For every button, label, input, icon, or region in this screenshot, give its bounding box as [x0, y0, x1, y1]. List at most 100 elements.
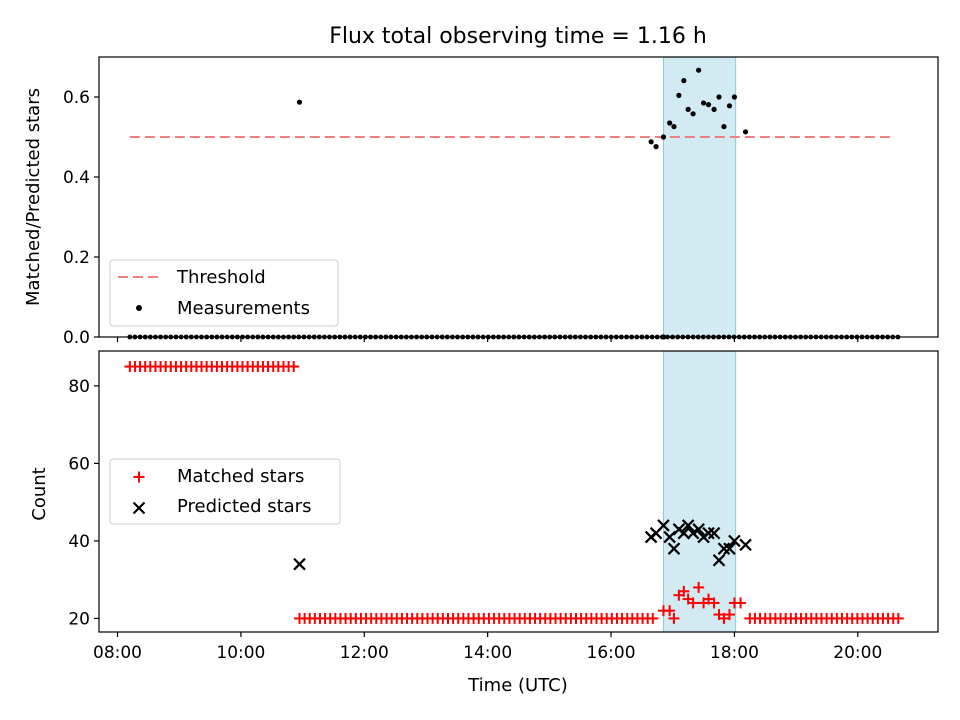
- chart-title: Flux total observing time = 1.16 h: [329, 24, 707, 49]
- matched-star-point: [708, 597, 720, 609]
- x-tick-label: 10:00: [216, 643, 265, 663]
- predicted-star-point: [667, 542, 681, 555]
- predicted-star-point: [692, 523, 705, 536]
- legend-measurements-swatch: [136, 305, 142, 311]
- top-y-tick-label: 0.2: [63, 248, 90, 268]
- x-tick-label: 20:00: [833, 643, 882, 663]
- predicted-marker-b: [707, 526, 721, 540]
- measurement-point: [721, 124, 727, 130]
- matched-star-point: [668, 612, 680, 624]
- top-y-tick-label: 0.0: [63, 328, 90, 348]
- top-plot-frame: [98, 56, 939, 338]
- legend-measurements-label: Measurements: [177, 298, 310, 319]
- measurement-point: [676, 92, 682, 98]
- predicted-star-point: [293, 557, 306, 571]
- predicted-marker-b: [681, 519, 695, 532]
- predicted-star-point: [707, 526, 721, 540]
- measurement-point: [685, 106, 691, 112]
- measurement-point: [731, 94, 738, 100]
- x-tick-label: 12:00: [340, 643, 389, 663]
- predicted-star-point: [723, 542, 736, 555]
- bottom-legend: Matched stars Predicted stars: [109, 458, 341, 525]
- legend-matched-label: Matched stars: [177, 466, 304, 487]
- bottom-legend-box: [109, 458, 341, 525]
- measurement-point: [742, 129, 749, 135]
- measurement-point: [705, 102, 712, 108]
- measurement-point: [681, 78, 687, 84]
- predicted-marker-b: [712, 554, 726, 567]
- matched-star-point: [288, 361, 300, 373]
- top-panel: 0.0 0.2 0.4 0.6 Matched/Predicted stars Thr…: [23, 56, 939, 348]
- matched-star-point: [892, 612, 904, 624]
- predicted-marker-b: [723, 542, 736, 555]
- matched-star-point: [718, 612, 730, 624]
- measurement-point: [711, 106, 717, 112]
- bottom-y-tick-label: 20: [68, 609, 90, 629]
- matched-star-point: [693, 581, 705, 593]
- top-highlight-span: [662, 56, 737, 338]
- legend-predicted-marker: [132, 501, 146, 515]
- legend-predicted-swatch: [132, 501, 146, 515]
- x-tick-label: 16:00: [587, 643, 636, 663]
- measurement-point: [296, 99, 303, 105]
- predicted-star-point: [739, 538, 752, 552]
- measurement-point: [716, 94, 722, 100]
- measurement-point: [671, 124, 677, 130]
- predicted-star-point: [728, 534, 741, 548]
- top-y-tick-label: 0.4: [63, 168, 90, 188]
- legend-threshold-label: Threshold: [176, 267, 266, 288]
- predicted-marker-b: [677, 526, 691, 540]
- matched-star-point: [664, 605, 676, 617]
- measurement-point: [660, 134, 667, 140]
- legend-matched-swatch: [133, 471, 145, 483]
- predicted-marker-b: [702, 526, 715, 540]
- predicted-marker-b: [686, 526, 700, 540]
- top-legend-box: [109, 259, 339, 327]
- bottom-y-axis-label: Count: [29, 467, 50, 520]
- measurement-point: [726, 103, 733, 109]
- matched-star-point: [723, 609, 735, 621]
- predicted-marker-b: [657, 519, 670, 532]
- matched-star-point: [678, 585, 690, 597]
- bottom-plot-frame: [98, 350, 939, 633]
- predicted-star-point: [717, 542, 731, 555]
- predicted-marker-b: [717, 542, 731, 555]
- bottom-panel: 20 40 60 80 08:00 10:00 12:00 14:00 16:00 18:00 2…: [29, 350, 939, 696]
- measurement-point: [653, 144, 659, 150]
- x-tick-label: 18:00: [710, 643, 759, 663]
- x-tick-label: 14:00: [463, 643, 512, 663]
- x-axis-label: Time (UTC): [467, 675, 568, 696]
- predicted-star-point: [677, 526, 691, 540]
- matched-star-point: [687, 597, 699, 609]
- predicted-marker-b: [692, 523, 705, 536]
- measurement-point: [667, 120, 673, 126]
- measurement-point: [700, 100, 707, 106]
- legend-matched-marker: [133, 471, 145, 483]
- predicted-marker-b: [667, 542, 681, 555]
- predicted-star-point: [702, 526, 715, 540]
- bottom-y-tick-label: 80: [68, 377, 90, 397]
- legend-predicted-label: Predicted stars: [177, 496, 311, 517]
- predicted-marker-b: [728, 534, 741, 548]
- predicted-marker-b: [293, 557, 306, 571]
- measurement-point: [648, 139, 654, 145]
- top-y-axis-label: Matched/Predicted stars: [23, 88, 44, 306]
- matched-star-point: [735, 597, 747, 609]
- predicted-star-point: [712, 554, 726, 567]
- bottom-y-tick-label: 60: [68, 454, 90, 474]
- measurement-point: [690, 111, 696, 117]
- bottom-y-tick-label: 40: [68, 532, 90, 552]
- predicted-marker-b: [132, 501, 146, 515]
- x-tick-label: 08:00: [93, 643, 142, 663]
- predicted-star-point: [681, 519, 695, 532]
- matched-star-point: [703, 593, 715, 605]
- top-legend: Threshold Measurements: [109, 259, 339, 327]
- predicted-star-point: [657, 519, 670, 532]
- matched-star-point: [647, 612, 659, 624]
- predicted-star-point: [686, 526, 700, 540]
- measurement-point: [696, 67, 702, 73]
- predicted-marker-b: [739, 538, 752, 552]
- top-y-tick-label: 0.6: [63, 88, 90, 108]
